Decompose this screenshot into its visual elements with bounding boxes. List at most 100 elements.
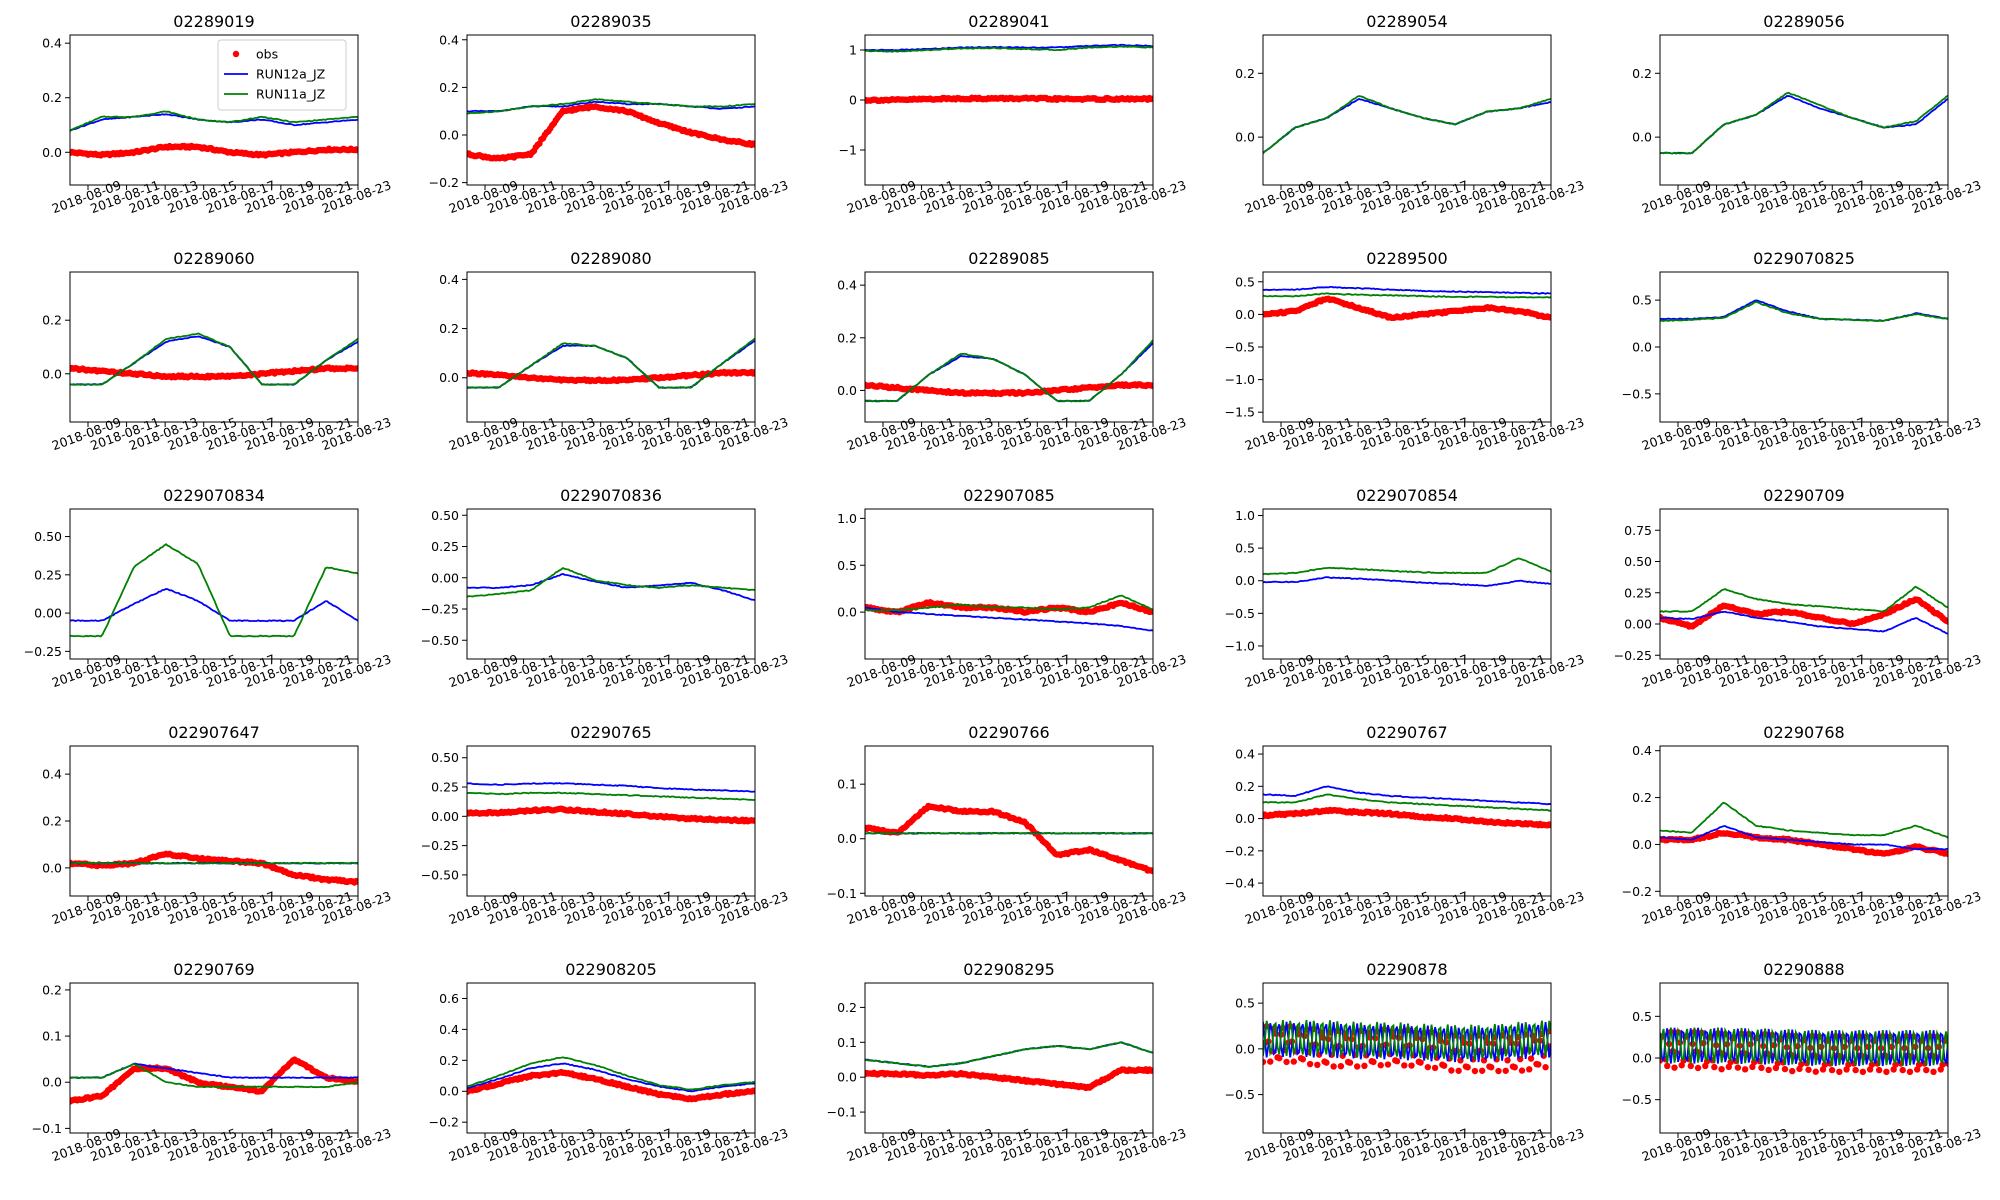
- y-tick-label: 0.2: [1235, 779, 1255, 794]
- y-tick-label: −0.5: [1225, 1087, 1255, 1102]
- y-tick-label: 0.4: [1632, 743, 1652, 758]
- obs-point: [1866, 1066, 1874, 1073]
- series-group: [865, 802, 1153, 875]
- y-tick-label: 0.50: [1624, 554, 1652, 569]
- y-tick-label: 0.75: [1624, 523, 1652, 538]
- y-tick-label: 0.0: [1235, 130, 1255, 145]
- obs-point: [1703, 1058, 1711, 1065]
- y-tick-label: 0.0: [42, 1075, 62, 1090]
- obs-point: [1687, 1062, 1694, 1070]
- series-group: [1263, 557, 1551, 587]
- obs-point: [1323, 1059, 1330, 1066]
- subplot-022907647: 0229076470.00.20.42018-08-092018-08-1120…: [42, 723, 393, 927]
- y-tick-label: 0.4: [42, 36, 62, 51]
- axes-frame: [69, 508, 359, 660]
- y-tick-label: 0.4: [439, 1022, 459, 1037]
- obs-point: [1845, 1061, 1852, 1068]
- obs-point: [1694, 1064, 1702, 1072]
- series-RUN11a_JZ: [467, 1056, 755, 1091]
- series-group: [70, 543, 358, 638]
- series-RUN12a_JZ: [1263, 785, 1551, 806]
- obs-point: [1765, 1066, 1772, 1074]
- subplot-02289060: 022890600.00.22018-08-092018-08-112018-0…: [42, 249, 393, 453]
- obs-point: [1671, 1064, 1678, 1071]
- series-obs: [865, 94, 1153, 105]
- subplot-022907085: 0229070850.00.51.02018-08-092018-08-1120…: [837, 486, 1188, 690]
- plot-area: [70, 746, 358, 896]
- subplot-0229070854: 0229070854−1.0−0.50.00.51.02018-08-09201…: [1225, 486, 1587, 690]
- obs-point: [1930, 1068, 1937, 1076]
- obs-point: [1337, 1062, 1345, 1070]
- series-RUN11a_JZ: [70, 332, 358, 386]
- series-group: [467, 98, 755, 162]
- series-RUN12a_JZ: [1263, 285, 1551, 295]
- subplot-title: 0229070834: [163, 486, 265, 505]
- subplot-title: 02290766: [968, 723, 1049, 742]
- plot-area: [1660, 746, 1948, 896]
- y-tick-label: 0.2: [42, 90, 62, 105]
- y-tick-label: −1.5: [1225, 405, 1255, 420]
- obs-point: [1424, 1063, 1432, 1071]
- obs-point: [1711, 1063, 1718, 1071]
- obs-point: [354, 365, 358, 372]
- subplot-02289054: 022890540.00.22018-08-092018-08-112018-0…: [1235, 12, 1586, 216]
- y-tick-label: 0.0: [439, 370, 459, 385]
- obs-point: [1805, 1066, 1812, 1073]
- obs-point: [1906, 1068, 1914, 1076]
- obs-point: [751, 368, 755, 376]
- series-RUN12a_JZ: [865, 606, 1153, 632]
- y-tick-label: 0.0: [42, 145, 62, 160]
- series-RUN11a_JZ: [70, 110, 358, 132]
- axes-frame: [1262, 745, 1552, 897]
- y-tick-label: −0.50: [421, 867, 459, 882]
- obs-point: [1939, 1061, 1946, 1068]
- subplot-title: 022908205: [565, 960, 657, 979]
- obs-point: [1440, 1062, 1448, 1069]
- subplot-0229070834: 0229070834−0.250.000.250.502018-08-09201…: [24, 486, 393, 690]
- y-tick-label: −0.1: [827, 886, 857, 901]
- y-tick-label: 0.2: [837, 330, 857, 345]
- y-tick-label: 0.1: [837, 777, 857, 792]
- y-tick-label: 0.5: [837, 558, 857, 573]
- y-tick-label: 0.0: [1632, 130, 1652, 145]
- obs-point: [1346, 1059, 1354, 1066]
- series-group: [1263, 785, 1551, 829]
- series-group: [70, 332, 358, 386]
- series-obs: [865, 1066, 1153, 1092]
- obs-point: [1899, 1066, 1906, 1074]
- y-tick-label: 0.0: [1632, 340, 1652, 355]
- legend-label: RUN12a_JZ: [256, 67, 325, 82]
- legend: obs RUN12a_JZ RUN11a_JZ: [217, 39, 347, 111]
- subplot-title: 02289019: [173, 12, 254, 31]
- obs-point: [1798, 1060, 1805, 1068]
- y-tick-label: 0.25: [431, 539, 459, 554]
- obs-point: [1542, 1064, 1549, 1071]
- obs-point: [1915, 1061, 1923, 1068]
- y-tick-label: 0.2: [1632, 66, 1652, 81]
- obs-point: [1727, 1058, 1734, 1066]
- subplot-title: 02290769: [173, 960, 254, 979]
- y-tick-label: −0.1: [32, 1121, 62, 1136]
- axes-frame: [864, 982, 1154, 1134]
- y-tick-label: −1.0: [1225, 638, 1255, 653]
- series-RUN11a_JZ: [1660, 585, 1948, 613]
- series-RUN12a_JZ: [1263, 576, 1551, 587]
- y-tick-label: −1: [839, 143, 857, 158]
- axes-frame: [864, 271, 1154, 423]
- y-tick-label: 0.2: [42, 313, 62, 328]
- plot-area: [865, 509, 1153, 659]
- subplot-title: 0229070825: [1753, 249, 1855, 268]
- obs-point: [1361, 1062, 1368, 1070]
- series-group: [1660, 1026, 1948, 1076]
- plot-area: [1263, 509, 1551, 659]
- series-group: [1660, 91, 1948, 155]
- axes-frame: [1262, 982, 1552, 1134]
- y-tick-label: −0.2: [429, 1115, 459, 1130]
- plot-area: [70, 509, 358, 659]
- axes-frame: [466, 745, 756, 897]
- obs-point: [751, 141, 755, 148]
- subplot-02289085: 022890850.00.20.42018-08-092018-08-11201…: [837, 249, 1188, 453]
- y-tick-label: 0.0: [439, 128, 459, 143]
- plot-area: [467, 983, 755, 1133]
- subplot-title: 02290765: [570, 723, 651, 742]
